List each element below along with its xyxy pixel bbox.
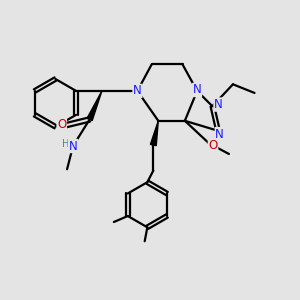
Text: N: N (214, 98, 223, 111)
Text: N: N (193, 83, 202, 96)
Polygon shape (150, 121, 158, 146)
Text: N: N (133, 84, 142, 98)
Text: N: N (215, 128, 224, 141)
Text: O: O (208, 139, 218, 152)
Text: O: O (57, 118, 66, 131)
Text: N: N (69, 140, 77, 152)
Polygon shape (87, 91, 102, 121)
Text: H: H (62, 139, 69, 149)
